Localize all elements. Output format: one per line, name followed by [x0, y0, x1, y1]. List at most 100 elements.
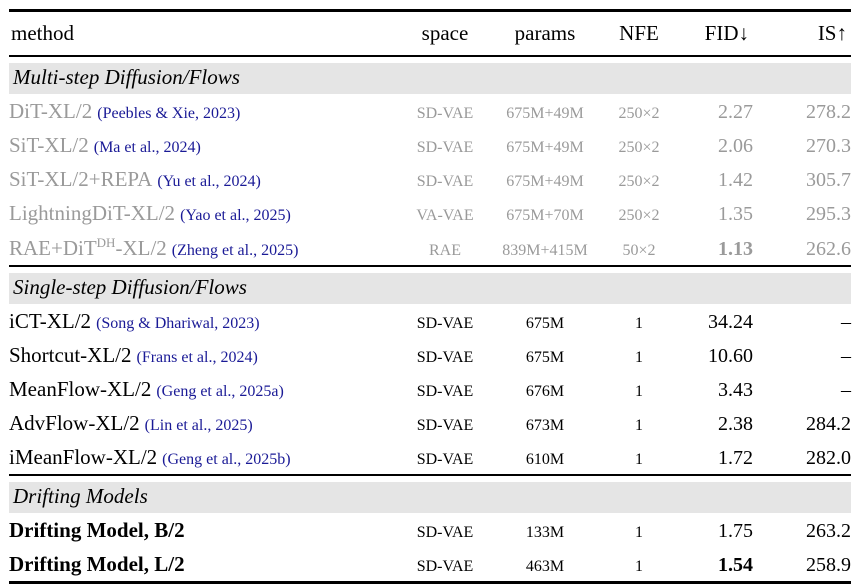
table-row: SiT-XL/2+REPA (Yu et al., 2024) SD-VAE 67… [9, 162, 851, 196]
nfe-cell: 1 [635, 558, 643, 575]
space-cell: SD-VAE [416, 349, 474, 366]
citation-link[interactable]: (Song & Dhariwal, 2023) [96, 315, 260, 332]
nfe-cell: 1 [635, 383, 643, 400]
is-cell: 270.3 [806, 135, 851, 157]
method-cell: Drifting Model, L/2 [9, 547, 399, 583]
params-cell: 676M [525, 383, 565, 400]
method-name: MeanFlow-XL/2 [9, 377, 152, 401]
fid-cell: 34.24 [708, 311, 753, 333]
citation-link[interactable]: (Ma et al., 2024) [93, 139, 201, 156]
params-cell: 463M [525, 558, 565, 575]
is-cell: 258.9 [806, 554, 851, 576]
section-band-cell: Drifting Models [9, 475, 851, 513]
space-cell: SD-VAE [416, 451, 474, 468]
section-band-cell: Single-step Diffusion/Flows [9, 266, 851, 304]
method-name: Shortcut-XL/2 [9, 343, 132, 367]
is-cell: – [841, 345, 851, 367]
nfe-cell: 1 [635, 451, 643, 468]
table-row: DiT-XL/2 (Peebles & Xie, 2023) SD-VAE 675… [9, 94, 851, 128]
citation-link[interactable]: (Lin et al., 2025) [144, 417, 253, 434]
nfe-cell: 250×2 [618, 173, 660, 190]
is-cell: 295.3 [806, 203, 851, 225]
params-cell: 133M [525, 524, 565, 541]
table-row: Drifting Model, L/2 SD-VAE 463M 1 1.54 2… [9, 547, 851, 583]
params-cell: 673M [525, 417, 565, 434]
section-header-row: Drifting Models [9, 475, 851, 513]
space-cell: SD-VAE [416, 417, 474, 434]
params-cell: 839M+415M [502, 242, 588, 259]
section-title: Multi-step Diffusion/Flows [9, 63, 851, 94]
method-cell: Drifting Model, B/2 [9, 513, 399, 547]
is-cell: 305.7 [806, 169, 851, 191]
method-name: SiT-XL/2+REPA [9, 167, 153, 191]
citation-link[interactable]: (Geng et al., 2025a) [156, 383, 284, 400]
table-row: SiT-XL/2 (Ma et al., 2024) SD-VAE 675M+49… [9, 128, 851, 162]
params-cell: 675M+49M [506, 139, 584, 156]
table-row: iCT-XL/2 (Song & Dhariwal, 2023) SD-VAE 6… [9, 304, 851, 338]
space-cell: SD-VAE [416, 173, 474, 190]
fid-cell: 1.13 [718, 238, 753, 260]
table-row: LightningDiT-XL/2 (Yao et al., 2025) VA-V… [9, 196, 851, 230]
fid-cell: 1.42 [718, 169, 753, 191]
is-cell: – [841, 379, 851, 401]
space-cell: SD-VAE [416, 524, 474, 541]
method-cell: iCT-XL/2 (Song & Dhariwal, 2023) [9, 304, 399, 338]
is-cell: 262.6 [806, 238, 851, 260]
table-row: Shortcut-XL/2 (Frans et al., 2024) SD-VAE… [9, 338, 851, 372]
method-cell: AdvFlow-XL/2 (Lin et al., 2025) [9, 406, 399, 440]
citation-link[interactable]: (Yu et al., 2024) [157, 173, 261, 190]
column-header-fid: FID↓ [704, 21, 749, 45]
fid-cell: 1.54 [718, 554, 753, 576]
column-header-space: space [421, 21, 469, 45]
space-cell: SD-VAE [416, 105, 474, 122]
nfe-cell: 250×2 [618, 207, 660, 224]
header-row: method space params NFE FID↓ IS↑ [9, 11, 851, 56]
fid-cell: 1.35 [718, 203, 753, 225]
method-name: RAE+DiT [9, 236, 97, 260]
citation-link[interactable]: (Frans et al., 2024) [136, 349, 258, 366]
space-cell: SD-VAE [416, 315, 474, 332]
method-cell: iMeanFlow-XL/2 (Geng et al., 2025b) [9, 440, 399, 475]
table-row: iMeanFlow-XL/2 (Geng et al., 2025b) SD-VA… [9, 440, 851, 475]
is-cell: 278.2 [806, 101, 851, 123]
space-cell: SD-VAE [416, 383, 474, 400]
column-header-nfe: NFE [619, 21, 659, 45]
method-name: AdvFlow-XL/2 [9, 411, 140, 435]
params-cell: 675M+70M [506, 207, 584, 224]
section-header-row: Multi-step Diffusion/Flows [9, 56, 851, 94]
section-title: Single-step Diffusion/Flows [9, 273, 851, 304]
method-name: LightningDiT-XL/2 [9, 201, 176, 225]
fid-cell: 2.27 [718, 101, 753, 123]
method-name: iCT-XL/2 [9, 309, 92, 333]
method-name: SiT-XL/2 [9, 133, 89, 157]
section-0: Multi-step Diffusion/Flows DiT-XL/2 (Peeb… [9, 56, 851, 266]
column-header-is: IS↑ [817, 21, 847, 45]
citation-link[interactable]: (Yao et al., 2025) [180, 207, 291, 224]
method-name: Drifting Model, L/2 [9, 552, 185, 576]
method-name-suffix: -XL/2 [115, 236, 167, 260]
citation-link[interactable]: (Geng et al., 2025b) [162, 451, 291, 468]
section-title: Drifting Models [9, 482, 851, 513]
citation-link[interactable]: (Peebles & Xie, 2023) [97, 105, 241, 122]
method-cell: RAE+DiTDH-XL/2 (Zheng et al., 2025) [9, 230, 399, 266]
fid-cell: 1.72 [718, 447, 753, 469]
params-cell: 675M [525, 315, 565, 332]
table-header: method space params NFE FID↓ IS↑ [9, 11, 851, 56]
is-cell: 263.2 [806, 520, 851, 542]
fid-cell: 10.60 [708, 345, 753, 367]
citation-link[interactable]: (Zheng et al., 2025) [171, 242, 299, 259]
method-superscript: DH [96, 235, 116, 250]
is-cell: 284.2 [806, 413, 851, 435]
fid-cell: 1.75 [718, 520, 753, 542]
section-2: Drifting Models Drifting Model, B/2 SD-V… [9, 475, 851, 583]
params-cell: 610M [525, 451, 565, 468]
section-band-cell: Multi-step Diffusion/Flows [9, 56, 851, 94]
nfe-cell: 250×2 [618, 139, 660, 156]
section-1: Single-step Diffusion/Flows iCT-XL/2 (Son… [9, 266, 851, 475]
method-cell: LightningDiT-XL/2 (Yao et al., 2025) [9, 196, 399, 230]
results-table: method space params NFE FID↓ IS↑ Multi-s… [9, 9, 851, 584]
method-name: iMeanFlow-XL/2 [9, 445, 158, 469]
params-cell: 675M+49M [506, 173, 584, 190]
params-cell: 675M+49M [506, 105, 584, 122]
